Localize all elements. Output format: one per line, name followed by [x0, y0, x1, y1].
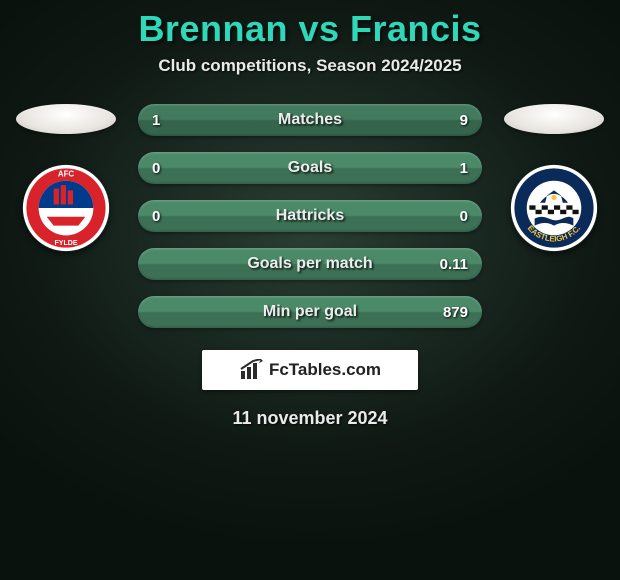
stat-right-value: 0.11 [434, 256, 468, 273]
stat-bar-matches: 1 Matches 9 [138, 104, 482, 136]
brand-chart-icon [239, 359, 265, 381]
stat-right-value: 879 [434, 304, 468, 321]
stat-bar-goals: 0 Goals 1 [138, 152, 482, 184]
stat-left-value: 0 [152, 160, 186, 177]
right-player-ellipse [504, 104, 604, 134]
brand-badge: FcTables.com [202, 350, 418, 390]
left-player-ellipse [16, 104, 116, 134]
stat-label: Goals [138, 159, 482, 177]
stat-label: Goals per match [138, 255, 482, 273]
right-crest-svg: EASTLEIGH F.C. [510, 164, 598, 252]
svg-text:AFC: AFC [58, 169, 75, 178]
right-club-crest: EASTLEIGH F.C. [510, 164, 598, 252]
date-text: 11 november 2024 [0, 408, 620, 429]
stat-left-value: 0 [152, 208, 186, 225]
comparison-row: AFC FYLDE 1 Matches 9 0 Goals 1 0 Hattri… [0, 104, 620, 328]
stat-bar-min-per-goal: Min per goal 879 [138, 296, 482, 328]
stats-column: 1 Matches 9 0 Goals 1 0 Hattricks 0 Goal… [138, 104, 482, 328]
subtitle: Club competitions, Season 2024/2025 [0, 56, 620, 76]
stat-right-value: 9 [434, 112, 468, 129]
page-title: Brennan vs Francis [0, 8, 620, 50]
right-player-col: EASTLEIGH F.C. [500, 104, 608, 252]
stat-right-value: 0 [434, 208, 468, 225]
stat-label: Matches [138, 111, 482, 129]
stat-right-value: 1 [434, 160, 468, 177]
stat-label: Hattricks [138, 207, 482, 225]
stat-bar-hattricks: 0 Hattricks 0 [138, 200, 482, 232]
left-crest-svg: AFC FYLDE [22, 164, 110, 252]
stat-left-value: 1 [152, 112, 186, 129]
svg-text:FYLDE: FYLDE [54, 240, 77, 247]
stat-label: Min per goal [138, 303, 482, 321]
left-player-col: AFC FYLDE [12, 104, 120, 252]
stat-bar-goals-per-match: Goals per match 0.11 [138, 248, 482, 280]
brand-text: FcTables.com [269, 360, 381, 380]
left-club-crest: AFC FYLDE [22, 164, 110, 252]
